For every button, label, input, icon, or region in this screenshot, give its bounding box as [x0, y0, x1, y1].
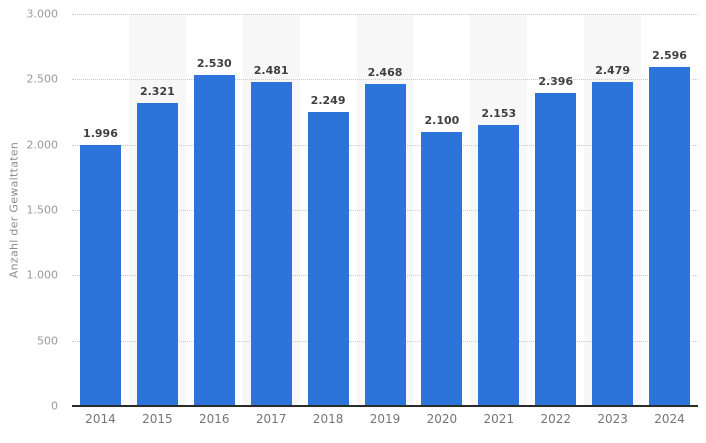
x-tick-label: 2017	[255, 412, 287, 426]
x-tick-label: 2018	[312, 412, 344, 426]
bar-value-label: 2.468	[367, 65, 403, 79]
bar[interactable]	[421, 131, 463, 406]
y-tick-label: 1.500	[26, 203, 59, 217]
x-tick-label: 2015	[142, 412, 173, 426]
plot-area: 1.996 2.321 2.530 2.481 2.249 2.468 2.100 2.153…	[72, 14, 698, 407]
bar[interactable]	[535, 92, 577, 406]
bar[interactable]	[79, 145, 121, 406]
bar[interactable]	[592, 82, 634, 406]
bar-value-label: 1.996	[83, 127, 118, 141]
bar-value-label: 2.100	[424, 113, 460, 127]
gridline	[72, 79, 698, 81]
bar-value-label: 2.530	[196, 57, 232, 71]
bar[interactable]	[250, 81, 292, 406]
bar[interactable]	[136, 102, 178, 406]
x-tick-label: 2021	[483, 412, 515, 426]
x-tick-label: 2016	[198, 412, 230, 426]
y-tick-label: 2.500	[26, 72, 59, 86]
bar[interactable]	[649, 66, 691, 406]
x-tick-label: 2019	[369, 412, 401, 426]
bar-value-label: 2.249	[310, 94, 346, 108]
bar[interactable]	[307, 112, 349, 406]
y-tick-label: 2.000	[26, 138, 59, 152]
y-tick-label: 3.000	[26, 7, 59, 21]
bar-value-label: 2.396	[538, 74, 574, 88]
bar-value-label: 2.479	[595, 64, 631, 78]
x-tick-label: 2014	[85, 412, 116, 426]
y-tick-label: 0	[51, 399, 58, 413]
bar-value-label: 2.481	[253, 63, 289, 77]
bar-value-label: 2.596	[652, 48, 687, 62]
x-tick-label: 2024	[654, 412, 685, 426]
y-axis-title: Anzahl der Gewalttaten	[7, 141, 21, 279]
bar-value-label: 2.321	[139, 84, 175, 98]
gridline	[72, 14, 698, 15]
bar[interactable]	[364, 83, 406, 406]
bar[interactable]	[193, 75, 235, 406]
y-tick-label: 1.000	[26, 268, 59, 282]
x-tick-label: 2020	[426, 412, 458, 426]
x-tick-label: 2022	[540, 412, 571, 426]
x-axis-line	[72, 405, 698, 407]
bar-value-label: 2.153	[481, 106, 517, 120]
x-tick-label: 2023	[597, 412, 628, 426]
y-tick-label: 500	[37, 334, 58, 348]
bar[interactable]	[478, 124, 520, 406]
